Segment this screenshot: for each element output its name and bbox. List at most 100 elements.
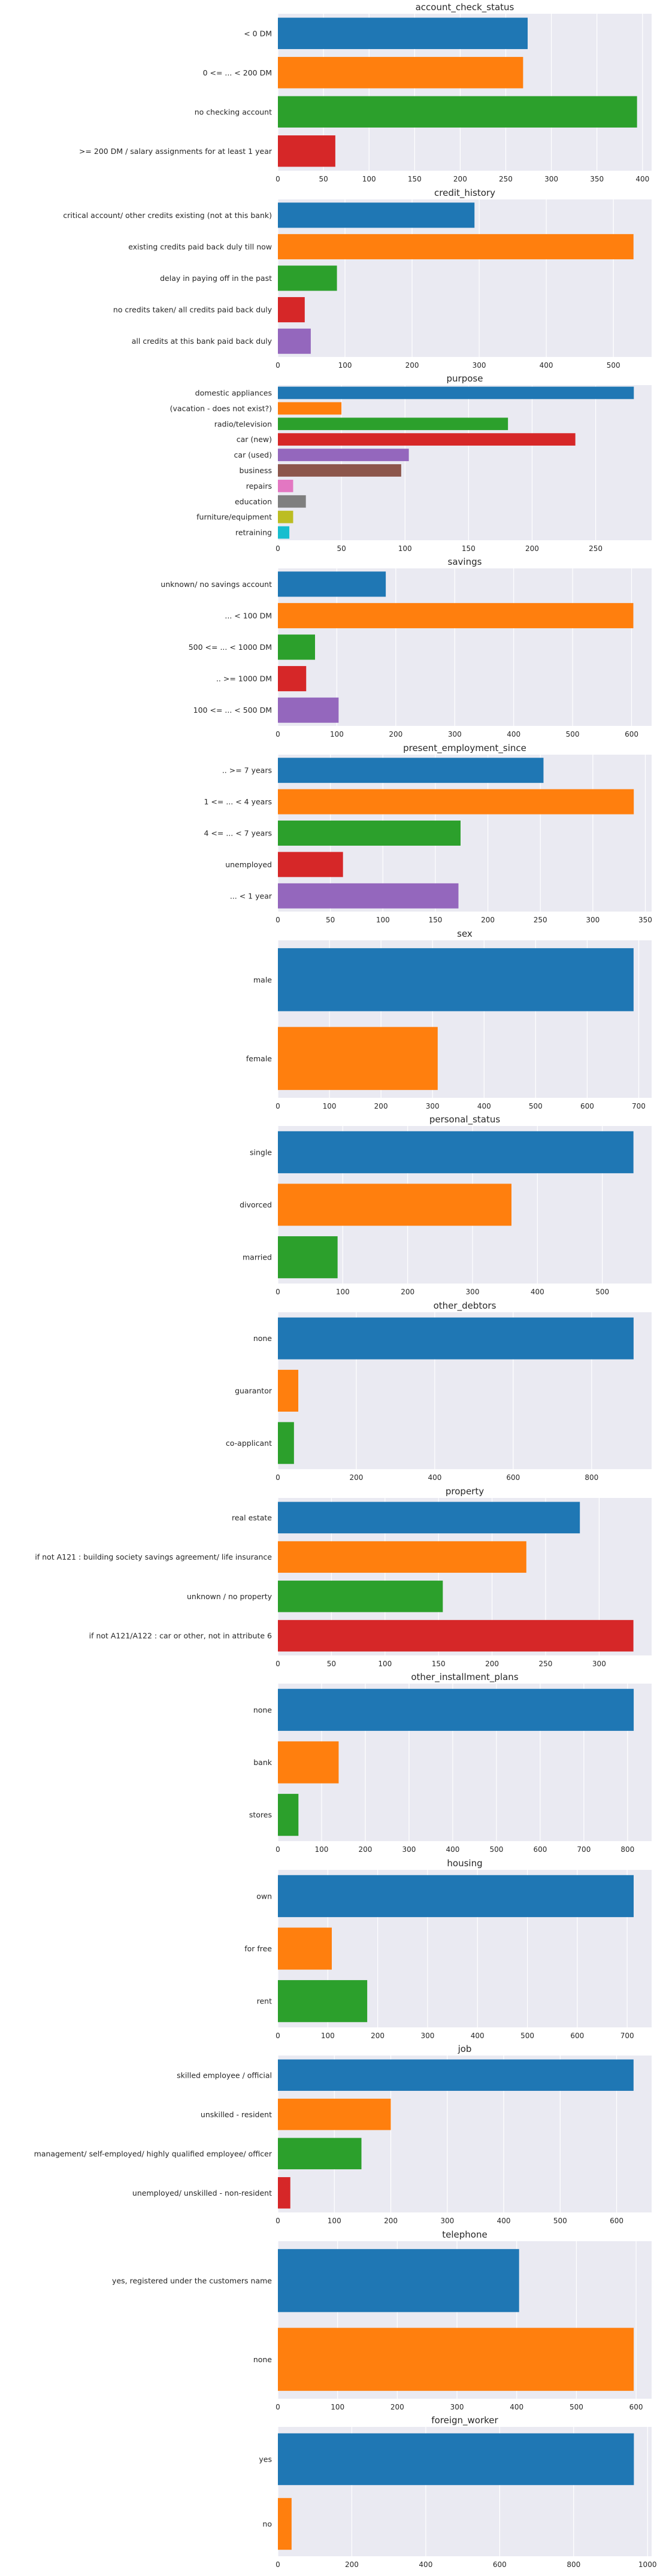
x-tick-label: 50 [327, 1660, 336, 1668]
x-tick-label: 500 [489, 1845, 503, 1854]
bar-property-1 [278, 1541, 526, 1573]
bar-housing-0 [278, 1875, 634, 1917]
x-tick-label: 200 [390, 2403, 404, 2411]
bar-credit-history-2 [278, 265, 337, 291]
y-tick-label: >= 200 DM / salary assignments for at le… [79, 147, 273, 156]
x-tick-label: 800 [567, 2560, 580, 2569]
y-tick-label: divorced [240, 1200, 272, 1209]
x-tick-label: 150 [408, 175, 422, 183]
x-tick-label: 0 [275, 2403, 280, 2411]
x-tick-label: 300 [473, 361, 486, 370]
bar-purpose-5 [278, 464, 401, 477]
x-tick-label: 300 [450, 2403, 464, 2411]
y-tick-label: 500 <= ... < 1000 DM [189, 643, 272, 652]
x-tick-label: 700 [577, 1845, 591, 1854]
y-tick-label: management/ self-employed/ highly qualif… [34, 2149, 273, 2158]
bar-job-1 [278, 2099, 391, 2130]
x-tick-label: 0 [275, 544, 280, 553]
chart-purpose: 0 50 100 150 200 250 purpose domestic appliance… [170, 373, 652, 553]
x-tick-label: 100 [321, 2032, 335, 2040]
x-tick-label: 250 [534, 916, 547, 924]
y-tick-label: real estate [232, 1513, 272, 1522]
x-tick-label: 400 [531, 1288, 544, 1296]
chart-telephone: 0 100 200 300 400 500 600 telephone yes, registe… [112, 2229, 652, 2411]
y-tick-label: single [250, 1148, 272, 1157]
y-tick-label: male [253, 975, 272, 984]
x-tick-label: 100 [338, 361, 352, 370]
x-tick-label: 200 [401, 1288, 414, 1296]
x-tick-label: 300 [440, 2217, 454, 2225]
chart-title: account_check_status [416, 2, 514, 13]
x-tick-label: 200 [525, 544, 539, 553]
y-tick-label: guarantor [235, 1387, 273, 1396]
x-tick-label: 800 [620, 1845, 634, 1854]
y-tick-label: education [235, 497, 272, 506]
y-tick-label: car (used) [234, 450, 272, 459]
y-tick-label: 0 <= ... < 200 DM [203, 68, 272, 77]
bar-present-employment-since-0 [278, 758, 544, 783]
x-tick-label: 50 [326, 916, 335, 924]
x-tick-label: 350 [590, 175, 604, 183]
x-tick-label: 700 [620, 2032, 634, 2040]
bar-housing-1 [278, 1927, 332, 1970]
x-tick-label: 300 [466, 1288, 480, 1296]
bar-telephone-1 [278, 2327, 634, 2391]
bar-property-3 [278, 1620, 634, 1652]
x-tick-label: 300 [402, 1845, 416, 1854]
y-tick-label: repairs [246, 482, 272, 491]
x-tick-label: 400 [428, 1473, 441, 1482]
x-tick-label: 100 [378, 1660, 392, 1668]
x-tick-label: 400 [507, 730, 520, 738]
bar-purpose-8 [278, 510, 293, 523]
x-tick-label: 150 [428, 916, 442, 924]
bar-purpose-2 [278, 417, 508, 431]
chart-job: 0 100 200 300 400 500 600 job skilled employee /… [34, 2044, 652, 2225]
x-tick-label: 700 [632, 1102, 646, 1110]
bar-present-employment-since-2 [278, 821, 461, 846]
x-tick-label: 250 [539, 1660, 553, 1668]
y-tick-label: stores [249, 1811, 272, 1820]
chart-title: housing [447, 1858, 482, 1869]
x-tick-label: 800 [585, 1473, 598, 1482]
bar-purpose-0 [278, 386, 634, 399]
chart-title: purpose [447, 373, 483, 384]
bar-credit-history-1 [278, 234, 634, 259]
bar-account-check-status-1 [278, 57, 523, 89]
x-tick-label: 600 [625, 730, 638, 738]
y-tick-label: ... < 100 DM [225, 611, 272, 620]
x-tick-label: 50 [337, 544, 346, 553]
x-tick-label: 0 [275, 361, 280, 370]
bar-credit-history-3 [278, 297, 305, 323]
x-tick-label: 200 [350, 1473, 364, 1482]
y-tick-label: furniture/equipment [196, 513, 272, 522]
x-tick-label: 0 [275, 1102, 280, 1110]
y-tick-label: unskilled - resident [201, 2110, 272, 2119]
bar-present-employment-since-3 [278, 852, 343, 877]
y-tick-label: bank [253, 1758, 273, 1767]
x-tick-label: 0 [275, 1473, 280, 1482]
x-tick-label: 0 [275, 1288, 280, 1296]
chart-title: telephone [442, 2229, 487, 2240]
x-tick-label: 150 [432, 1660, 446, 1668]
chart-title: sex [457, 928, 473, 939]
x-tick-label: 200 [485, 1660, 499, 1668]
x-tick-label: 500 [570, 2403, 583, 2411]
y-tick-label: business [240, 466, 272, 475]
bar-present-employment-since-4 [278, 883, 459, 909]
y-tick-label: car (new) [237, 435, 272, 444]
bar-personal-status-2 [278, 1236, 338, 1279]
chart-credit-history: 0 100 200 300 400 500 credit_history critical a… [63, 187, 652, 370]
x-tick-label: 300 [448, 730, 462, 738]
bar-sex-0 [278, 948, 634, 1012]
y-tick-label: all credits at this bank paid back duly [132, 337, 273, 346]
x-tick-label: 300 [420, 2032, 434, 2040]
y-tick-label: 100 <= ... < 500 DM [193, 706, 272, 715]
bar-other-installment-plans-1 [278, 1741, 339, 1784]
bar-present-employment-since-1 [278, 789, 634, 815]
y-tick-label: 4 <= ... < 7 years [204, 829, 272, 838]
bar-property-0 [278, 1502, 580, 1534]
bar-purpose-4 [278, 449, 409, 461]
